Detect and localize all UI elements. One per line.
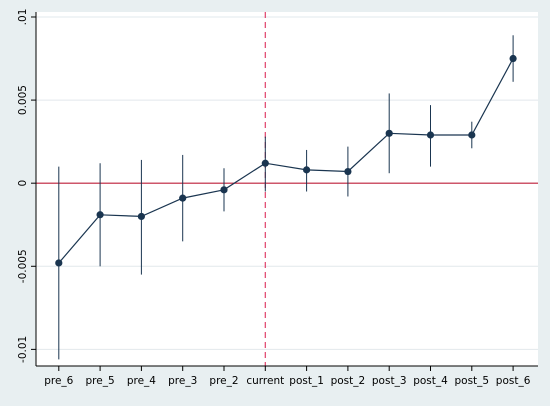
y-tick-label: 0.005 (17, 85, 29, 115)
y-tick-label: 0 (17, 180, 29, 187)
estimate-points (55, 54, 517, 267)
estimate-point-post_2 (344, 167, 352, 176)
y-tick-label: .01 (17, 9, 29, 26)
estimate-point-pre_2 (220, 186, 228, 194)
x-tick-label-pre_2: pre_2 (209, 375, 238, 387)
x-tick-labels: pre_6 pre_5 pre_4 pre_3 pre_2 current post_1 po… (44, 375, 530, 387)
estimate-point-post_4 (426, 131, 435, 139)
x-tick-label-pre_4: pre_4 (127, 375, 156, 387)
x-tick-label-post_4: post_4 (413, 375, 448, 387)
x-tick-label-pre_6: pre_6 (44, 375, 73, 387)
estimate-point-pre_4 (137, 212, 145, 221)
reference-lines (36, 12, 538, 366)
x-tick-label-pre_3: pre_3 (168, 375, 197, 387)
estimate-point-post_6 (509, 54, 517, 63)
y-tick-label: -0.005 (17, 249, 29, 283)
y-tick-label: -0.01 (17, 336, 29, 363)
x-tick-label-pre_5: pre_5 (86, 375, 115, 387)
estimate-point-post_3 (385, 129, 393, 137)
estimate-point-pre_3 (179, 194, 187, 202)
axes (31, 12, 538, 371)
estimate-point-current (261, 159, 269, 167)
estimate-point-post_1 (303, 166, 311, 174)
x-tick-label-post_5: post_5 (454, 375, 489, 387)
x-tick-label-post_1: post_1 (289, 375, 324, 387)
x-tick-label-post_3: post_3 (372, 375, 407, 387)
y-tick-labels: -0.01 -0.005 0 0.005 .01 (17, 9, 29, 363)
estimate-line (58, 58, 514, 264)
estimate-point-pre_6 (55, 259, 63, 267)
estimate-series-line (58, 58, 514, 264)
x-tick-label-post_2: post_2 (331, 375, 366, 387)
estimate-point-pre_5 (96, 211, 104, 219)
x-tick-label-post_6: post_6 (496, 375, 531, 387)
plot-area (36, 12, 538, 366)
x-tick-label-current: current (246, 375, 284, 387)
estimate-point-post_5 (468, 131, 476, 139)
